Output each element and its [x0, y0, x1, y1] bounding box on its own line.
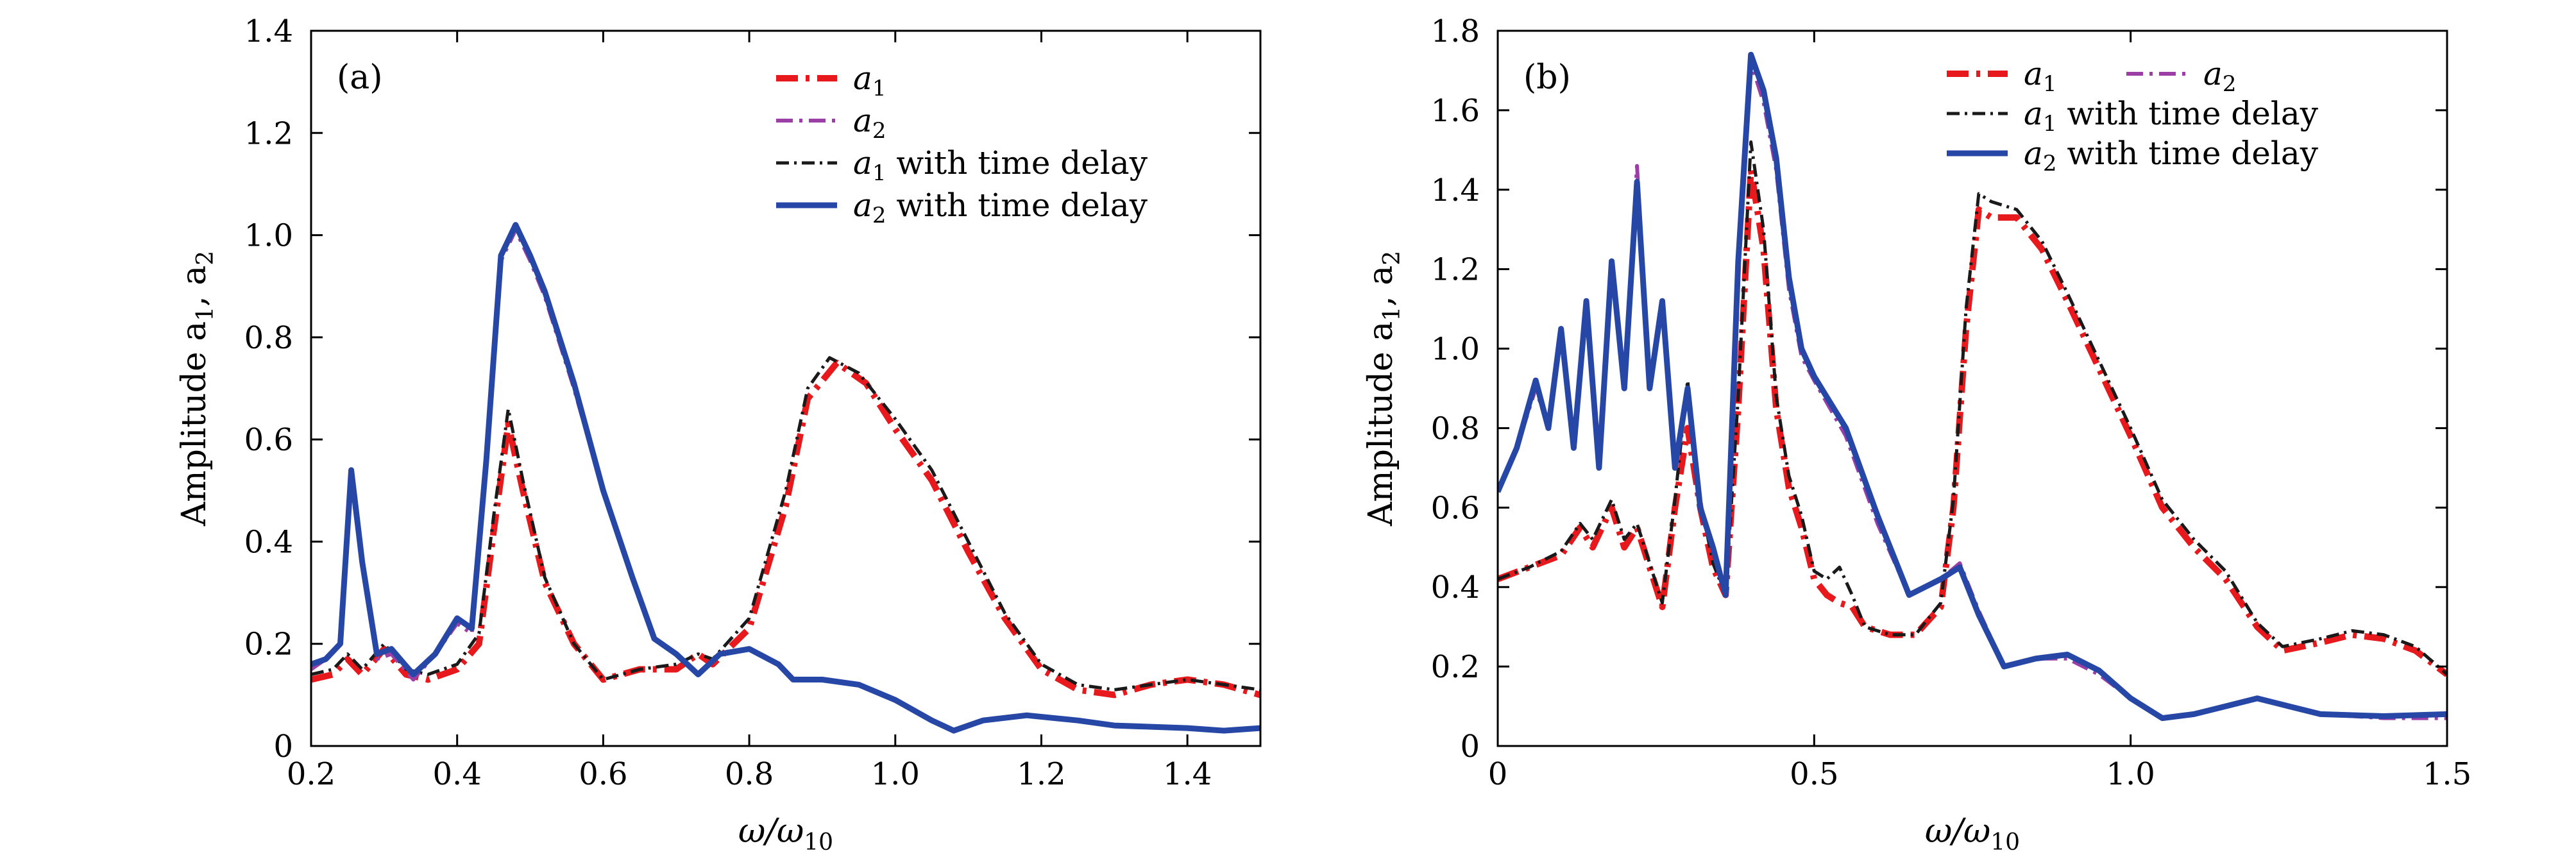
y-tick-label: 1.0 [1431, 332, 1480, 368]
x-axis-label: ω/ω10 [738, 812, 833, 856]
y-tick-label: 0.6 [244, 422, 293, 458]
y-tick-label: 0.2 [244, 627, 293, 663]
x-tick-label: 0.4 [433, 756, 482, 792]
y-tick-label: 1.6 [1431, 93, 1480, 129]
legend-label: a2 with time delay [2024, 135, 2319, 176]
plot-frame [1496, 30, 2448, 747]
y-tick-label: 1.2 [1431, 252, 1480, 288]
x-tick-label: 1.5 [2423, 756, 2471, 792]
legend-label: a1 with time delay [853, 144, 1148, 186]
plot-frame [310, 30, 1262, 747]
series-a1-with-time-delay-line [1498, 140, 2447, 676]
x-tick-label: 1.0 [871, 756, 920, 792]
y-tick-label: 1.4 [1431, 173, 1480, 208]
x-tick-label: 0 [1488, 756, 1508, 792]
panel-label: (b) [1523, 58, 1571, 97]
legend-label: a2 [853, 102, 886, 144]
y-tick-label: 1.2 [244, 115, 293, 151]
legend-label: a2 [2203, 55, 2236, 97]
y-tick-label: 0 [1460, 729, 1480, 765]
x-tick-label: 1.0 [2106, 756, 2155, 792]
chart-panel-a: 0.2 0.4 0.6 0.8 1.0 1.2 1.400.20.40.60.81.01.2… [175, 13, 1262, 856]
y-tick-label: 1.0 [244, 218, 293, 254]
series-a2-line [311, 228, 1260, 733]
y-axis-label: Amplitude a1, a2 [1362, 251, 1405, 527]
x-tick-label: 0.5 [1790, 756, 1838, 792]
x-tick-label: 0.2 [287, 756, 335, 792]
series-a1-line [1498, 166, 2447, 677]
legend-label: a1 with time delay [2024, 95, 2319, 137]
legend-label: a2 with time delay [853, 187, 1148, 228]
legend-label: a1 [853, 60, 886, 101]
x-tick-label: 1.4 [1163, 756, 1212, 792]
y-tick-label: 0.2 [1431, 649, 1480, 685]
y-tick-label: 1.4 [244, 13, 293, 49]
x-tick-label: 1.2 [1017, 756, 1065, 792]
y-tick-label: 0.4 [1431, 570, 1480, 606]
x-tick-label: 0.8 [725, 756, 774, 792]
chart-panel-b: 0 0.5 1.0 1.5 0 0.2 0.4 0.6 0.8 1.0 1.2 1.4 1.6 1.8 (b… [1362, 13, 2471, 856]
x-tick-label: 0.6 [579, 756, 627, 792]
legend-label: a1 [2024, 55, 2056, 97]
series-a1-with-time-delay-line [311, 356, 1260, 691]
x-axis-label: ω/ω10 [1925, 812, 2020, 856]
y-tick-label: 0.4 [244, 524, 293, 560]
series-a2-with-time-delay-line [1498, 51, 2447, 722]
y-tick-label: 0.6 [1431, 490, 1480, 526]
series-a2-with-time-delay-line [311, 222, 1260, 734]
y-tick-label: 0 [273, 729, 293, 765]
panel-label: (a) [337, 58, 383, 97]
y-tick-label: 1.8 [1431, 13, 1480, 49]
y-tick-label: 0.8 [244, 320, 293, 356]
y-tick-label: 0.8 [1431, 411, 1480, 446]
y-axis-label: Amplitude a1, a2 [175, 251, 219, 527]
